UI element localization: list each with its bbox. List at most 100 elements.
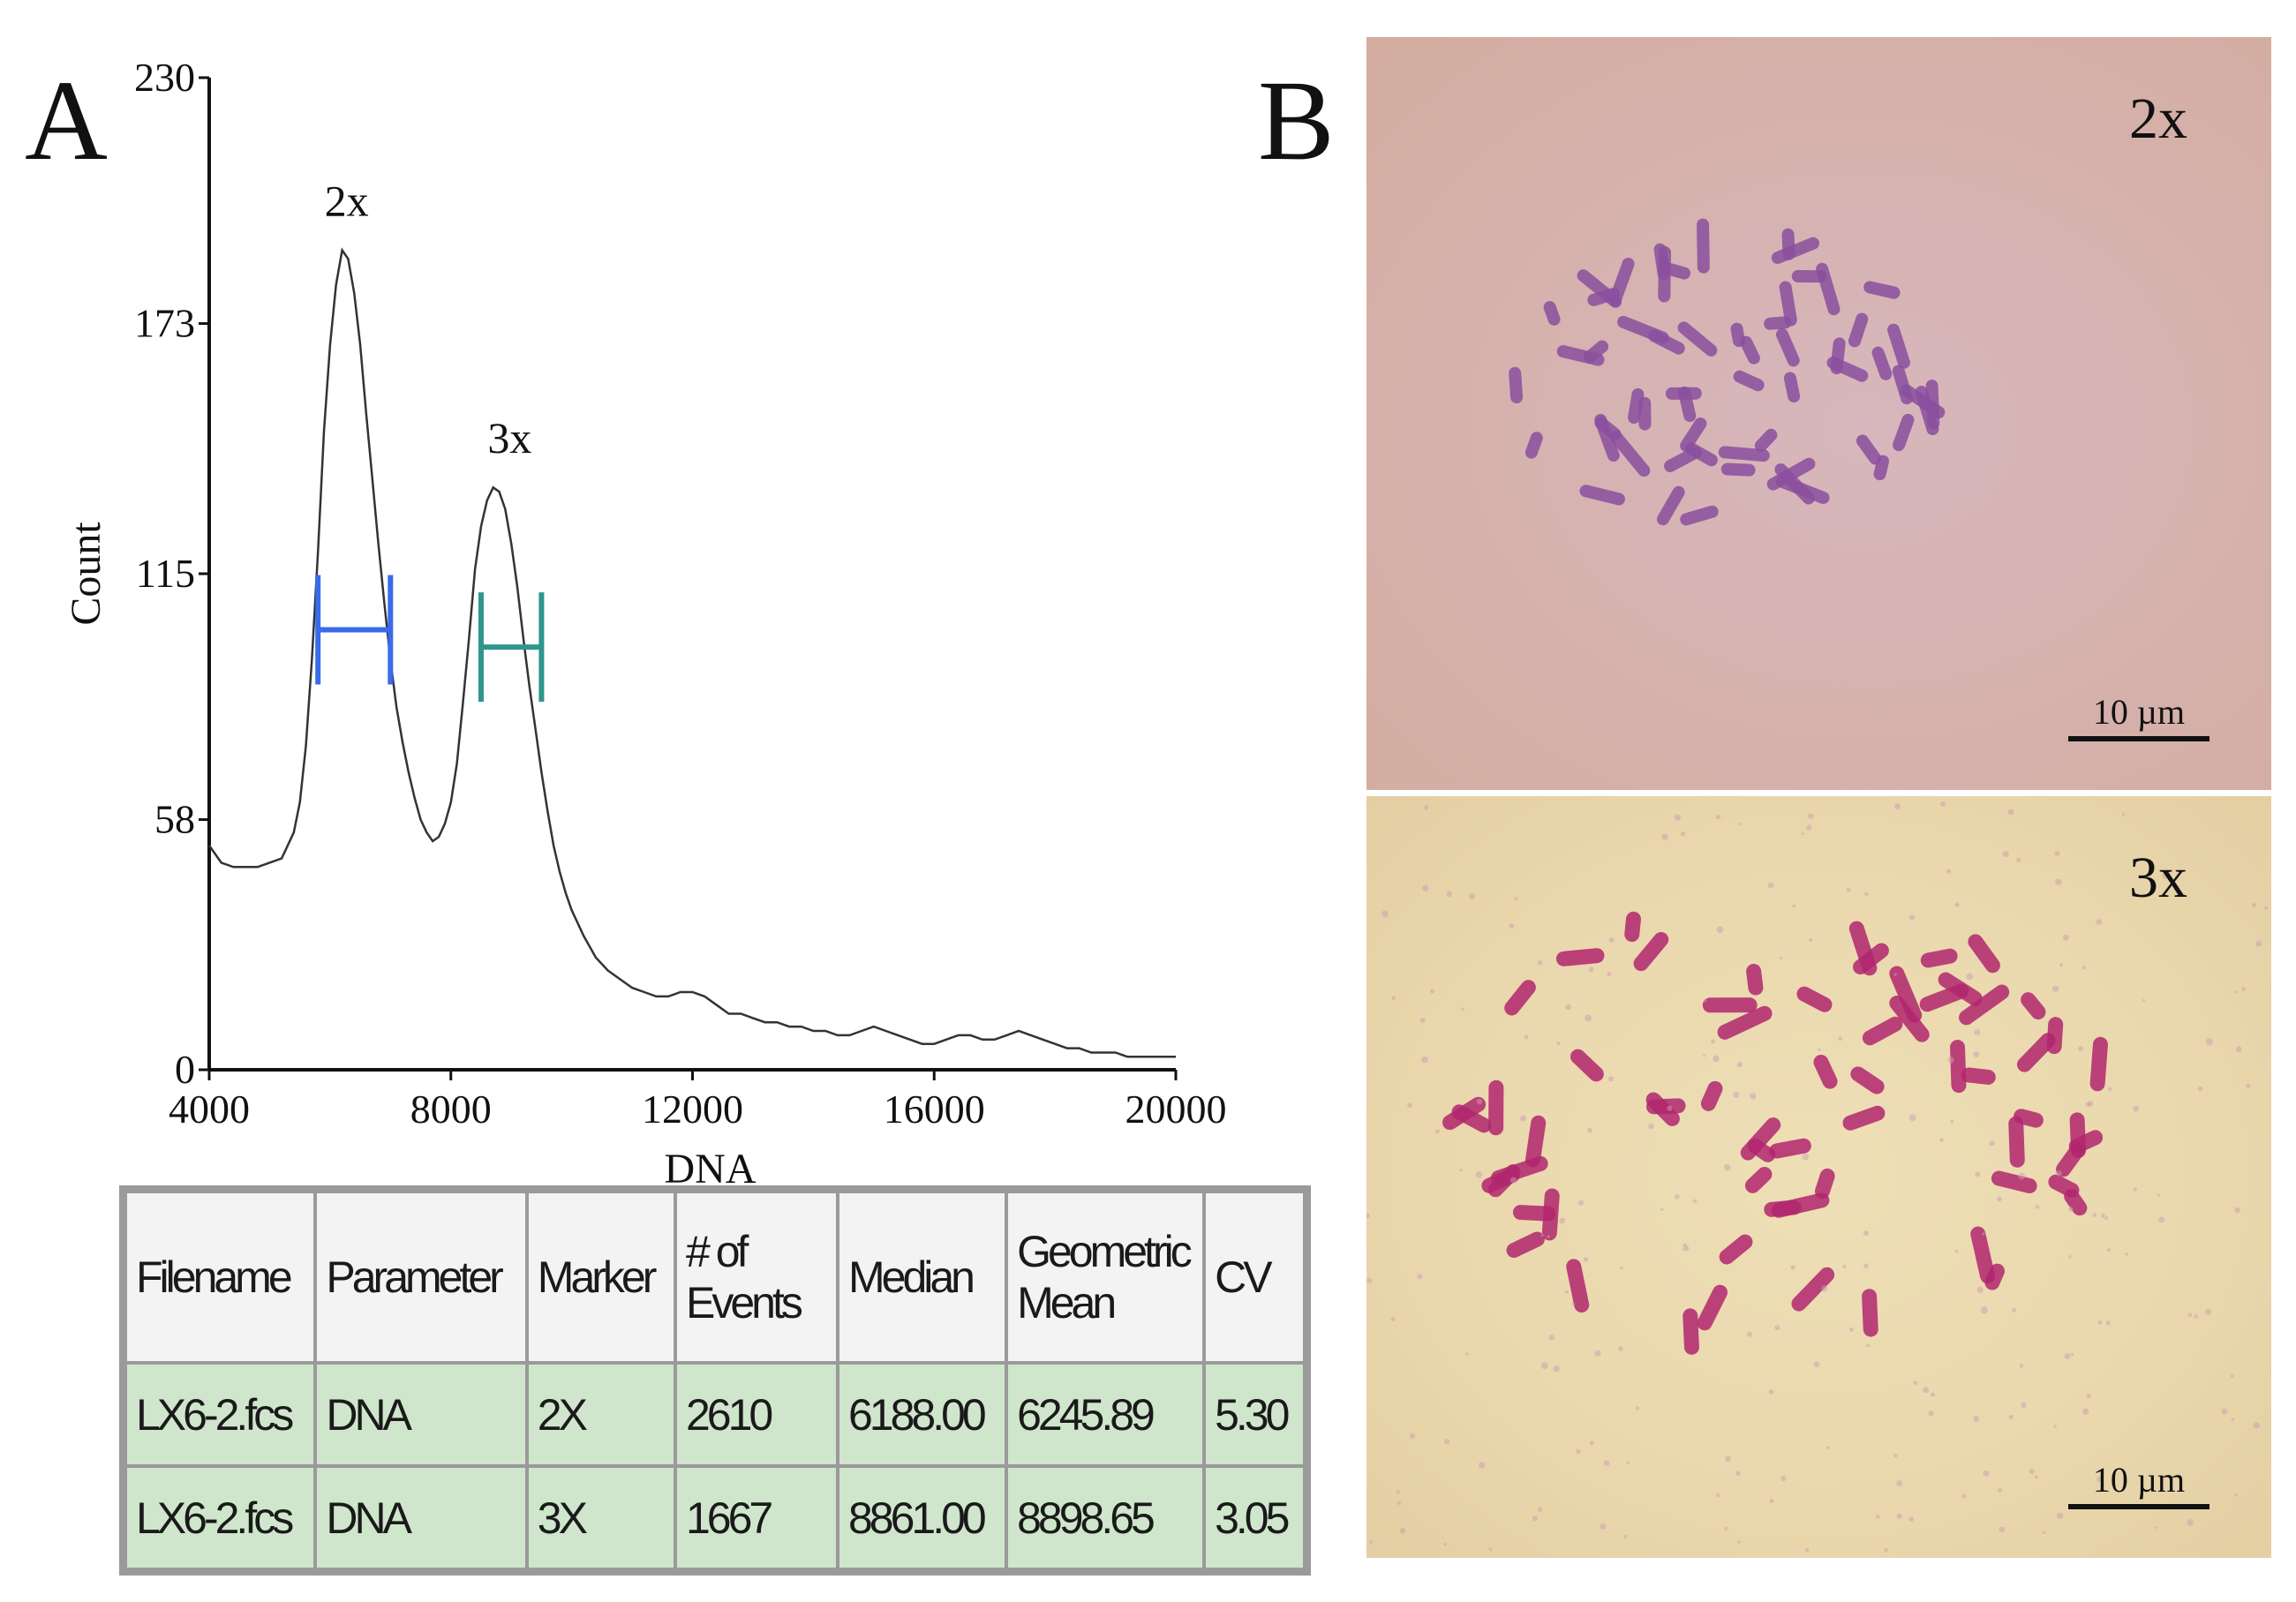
slide-speck <box>1537 1507 1543 1512</box>
slide-speck <box>1674 814 1682 821</box>
chromosome <box>1664 446 1702 472</box>
slide-speck <box>2002 851 2009 858</box>
slide-speck <box>1875 1515 1880 1519</box>
slide-speck <box>2121 813 2126 816</box>
chart-labels: 2x 3x <box>325 176 532 463</box>
slide-speck <box>2194 1314 2198 1319</box>
slide-speck <box>1603 1460 1610 1467</box>
slide-speck <box>1865 1343 1870 1348</box>
chromosome <box>1702 997 1758 1013</box>
slide-speck <box>1790 1265 1795 1270</box>
slide-speck <box>1807 813 1814 820</box>
cell-events: 2610 <box>674 1361 839 1468</box>
chromosome <box>1848 312 1869 348</box>
slide-speck <box>2246 1083 2251 1088</box>
chromosome <box>1579 485 1625 506</box>
chromosome <box>1842 1105 1886 1131</box>
slide-speck <box>2059 963 2064 967</box>
slide-speck <box>2221 1408 2228 1415</box>
slide-speck <box>1520 1115 1526 1122</box>
slide-speck <box>2231 1418 2235 1422</box>
slide-speck <box>1583 1257 1589 1262</box>
slide-speck <box>2133 1105 2140 1112</box>
chromosome <box>1543 301 1561 326</box>
chromosome <box>2016 1033 2056 1072</box>
x-tick-label: 20000 <box>1125 1087 1227 1132</box>
header-events: # of Events <box>674 1190 839 1365</box>
slide-speck <box>1908 1114 1916 1122</box>
slide-speck <box>2157 1193 2161 1197</box>
slide-speck <box>1928 1410 1934 1417</box>
slide-speck <box>1802 1154 1810 1161</box>
chromosome <box>1887 323 1910 369</box>
chromosome <box>1645 1098 1686 1115</box>
slide-speck <box>1399 1527 1406 1534</box>
chromosome <box>1490 1155 1548 1185</box>
slide-speck <box>1509 923 1515 929</box>
slide-speck <box>1923 1387 1930 1394</box>
slide-speck <box>2155 1526 2158 1530</box>
y-tick-label: 115 <box>136 551 195 596</box>
slide-speck <box>2064 1353 2071 1360</box>
slide-speck <box>1896 1480 1903 1486</box>
chromosome <box>1764 1200 1802 1217</box>
panel-b-letter: B <box>1258 57 1335 184</box>
chromosome <box>1862 1016 1903 1046</box>
chromosome <box>1583 340 1609 364</box>
slide-speck <box>1585 1014 1592 1022</box>
peak-label: 3x <box>487 413 531 463</box>
slide-speck <box>2205 1308 2212 1315</box>
flow-cytometry-histogram: 0 58 115 173 230 4000 8000 12000 16000 20000 DNA Co… <box>63 55 1227 1187</box>
slide-speck <box>1459 1169 1464 1172</box>
cell-median: 8861.00 <box>835 1464 1009 1571</box>
slide-speck <box>2056 1170 2062 1177</box>
chromosome <box>2021 992 2046 1020</box>
chromosome <box>1566 1259 1590 1313</box>
slide-speck <box>1618 1346 1623 1351</box>
chromosome <box>1657 485 1685 526</box>
slide-speck <box>1540 1362 1548 1370</box>
chromosome-spread-3x <box>1366 801 2269 1553</box>
slide-speck <box>1366 1277 1373 1283</box>
slide-speck <box>1989 1140 1995 1147</box>
slide-speck <box>2233 1493 2238 1497</box>
slide-speck <box>2187 1312 2193 1317</box>
slide-speck <box>1806 824 1812 831</box>
slide-speck <box>2012 1307 2017 1312</box>
slide-speck <box>2133 1187 2137 1192</box>
chromosome <box>1950 1040 1967 1094</box>
slide-speck <box>1826 1446 1830 1449</box>
header-parameter: Parameter <box>313 1190 529 1365</box>
slide-speck <box>1909 914 1916 921</box>
y-tick-label: 0 <box>175 1047 195 1092</box>
slide-speck <box>1443 1542 1447 1546</box>
slide-speck <box>1465 1352 1469 1356</box>
chromosome <box>1682 1308 1699 1355</box>
slide-speck <box>1576 1449 1581 1455</box>
chromosome <box>1968 934 2000 974</box>
slide-speck <box>1422 884 1429 891</box>
slide-speck <box>1577 1200 1585 1206</box>
cell-events: 1667 <box>674 1464 839 1571</box>
slide-speck <box>1774 1325 1780 1331</box>
cell-geometric-mean: 6245.89 <box>1005 1361 1207 1468</box>
slide-speck <box>2029 1468 2035 1474</box>
chromosome <box>1813 1054 1838 1089</box>
slide-speck <box>1620 1267 1623 1270</box>
slide-speck <box>1999 1526 2006 1533</box>
micrograph-label-3x: 3x <box>2129 846 2187 910</box>
slide-speck <box>1954 1249 1959 1253</box>
slide-speck <box>1767 882 1774 889</box>
chromosome <box>1744 1166 1773 1193</box>
scale-text: 10 µm <box>2092 1460 2186 1500</box>
slide-speck <box>1703 1054 1706 1057</box>
histogram-line <box>207 247 1176 1058</box>
slide-speck <box>1864 892 1869 897</box>
slide-speck <box>1419 1018 1426 1023</box>
chromosome <box>1677 321 1718 357</box>
slide-speck <box>2007 809 2014 816</box>
slide-speck <box>1661 833 1668 840</box>
slide-speck <box>2106 1247 2112 1252</box>
slide-speck <box>1417 1274 1423 1280</box>
slide-speck <box>2055 878 2062 886</box>
